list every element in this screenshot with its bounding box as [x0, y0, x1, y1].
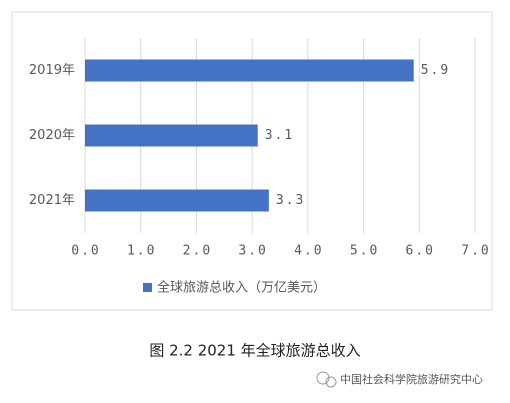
x-tick-label: 1.0	[127, 244, 156, 259]
y-tick-label: 2020年	[29, 128, 75, 143]
bar	[85, 59, 414, 82]
legend-swatch	[143, 283, 152, 292]
data-label: 3.1	[265, 128, 294, 143]
caption: 图 2.2 2021 年全球旅游总收入	[149, 342, 360, 360]
y-tick-label: 2021年	[29, 193, 75, 208]
data-label: 5.9	[421, 63, 450, 78]
x-tick-label: 6.0	[406, 244, 435, 259]
x-tick-label: 0.0	[71, 244, 100, 259]
x-tick-label: 3.0	[238, 244, 267, 259]
watermark-icon	[316, 371, 337, 388]
watermark: 中国社会科学院旅游研究中心	[340, 372, 483, 386]
x-tick-label: 2.0	[183, 244, 212, 259]
bar	[85, 124, 258, 147]
bar	[85, 189, 269, 212]
x-tick-label: 4.0	[294, 244, 323, 259]
x-tick-label: 5.0	[350, 244, 379, 259]
x-tick-label: 7.0	[461, 244, 490, 259]
data-label: 3.3	[276, 193, 305, 208]
legend-label: 全球旅游总收入（万亿美元）	[157, 280, 326, 296]
y-tick-label: 2019年	[29, 63, 75, 78]
